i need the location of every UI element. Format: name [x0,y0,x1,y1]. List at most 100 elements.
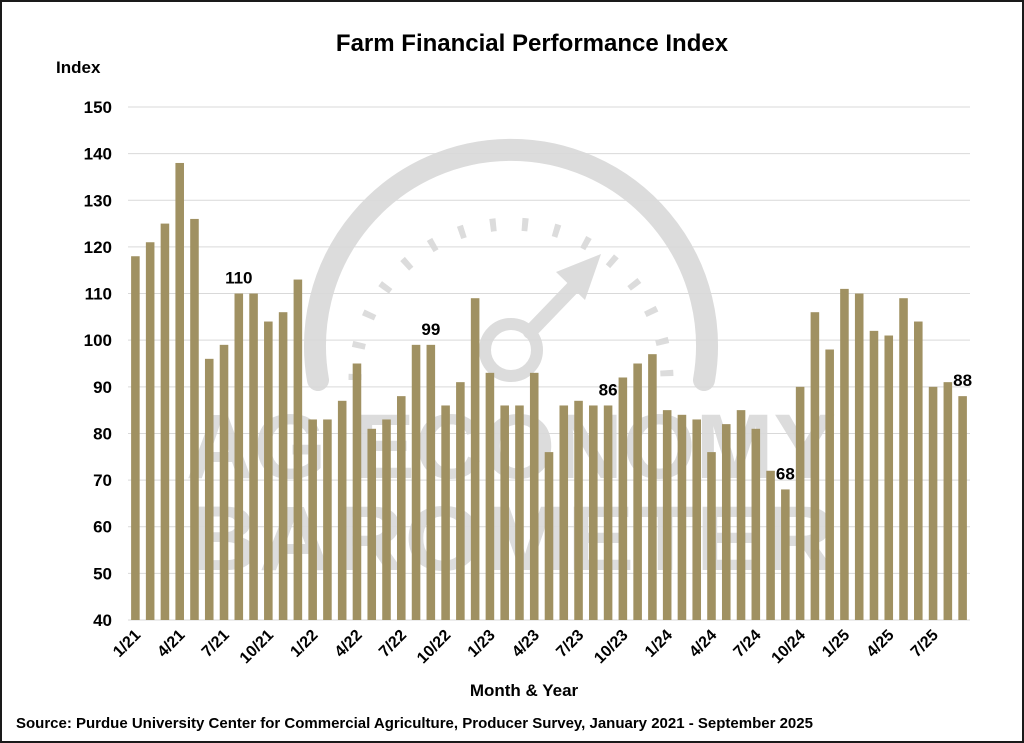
bar [840,288,849,620]
bar [781,489,790,620]
bar [293,279,303,620]
bar [751,428,761,620]
y-tick-label: 60 [93,518,112,537]
bar [396,396,406,620]
data-labels: 110 99 86 68 88 [225,269,972,484]
data-label: 68 [776,464,795,483]
data-label: 99 [421,320,440,339]
bar [574,400,583,620]
x-tick-label: 4/21 [154,627,188,661]
bar [308,419,317,620]
bar [426,344,436,620]
x-tick-label: 4/25 [864,627,898,661]
y-tick-label: 130 [84,191,112,210]
bar [633,363,642,620]
source-note: Source: Purdue University Center for Com… [16,715,813,732]
y-tick-label: 80 [93,424,112,443]
x-tick-label: 7/23 [553,627,587,661]
y-axis-label: Index [56,58,101,77]
bar [500,405,509,620]
x-tick-label: 1/22 [287,627,321,661]
bar [736,410,746,620]
bar [884,335,894,620]
x-tick-label: 4/24 [686,627,720,661]
bar [264,321,273,620]
data-label: 110 [225,269,252,288]
bar [234,293,244,620]
gauge-icon [304,138,718,391]
bar [160,223,170,620]
bar [219,344,229,620]
bar [721,424,731,620]
bar [411,344,421,620]
data-label: 88 [953,371,972,390]
bar [456,382,465,620]
x-tick-label: 7/24 [731,627,765,661]
y-tick-label: 70 [93,471,112,490]
bar [677,414,687,620]
x-tick-label: 7/21 [199,627,233,661]
bar [337,400,347,620]
x-axis-ticks: 1/21 4/21 7/21 10/21 1/22 4/22 7/22 10/22 1/23 4/… [110,627,942,667]
bar [825,349,834,620]
bar [854,293,864,620]
y-tick-label: 100 [84,331,112,350]
x-tick-label: 4/22 [332,627,366,661]
bar [367,428,377,620]
bar [249,293,258,620]
bar [914,321,923,620]
bar [190,218,199,620]
bar [766,470,775,620]
bar [692,419,702,620]
x-tick-label: 1/21 [110,627,144,661]
y-tick-label: 40 [93,611,112,630]
y-tick-label: 140 [84,145,112,164]
bar [441,405,450,620]
bar [958,396,967,620]
bar [145,242,155,620]
bar [928,386,938,620]
bar [529,372,539,620]
x-tick-label: 7/25 [908,627,942,661]
bar [869,330,879,620]
x-axis-label: Month & Year [470,681,579,700]
x-tick-label: 1/23 [465,627,499,661]
bar [943,382,953,620]
bar [470,298,480,620]
data-label: 86 [599,380,618,399]
y-tick-label: 120 [84,238,112,257]
bar [707,452,716,620]
x-tick-label: 4/23 [509,627,543,661]
x-tick-label: 10/24 [769,627,809,667]
x-tick-label: 1/24 [642,627,676,661]
bar [795,386,805,620]
bar [278,312,288,620]
bar [618,377,628,620]
bar [131,256,140,620]
bar [382,419,391,620]
bar [204,358,214,620]
bar [648,354,657,620]
chart-title: Farm Financial Performance Index [336,30,729,57]
x-tick-label: 10/21 [237,627,277,667]
bar [352,363,362,620]
bar [589,405,598,620]
x-tick-label: 10/23 [591,627,631,667]
bar [175,162,184,621]
bar [899,298,908,620]
bar [559,405,569,620]
bar [603,405,613,620]
bar [515,405,524,620]
y-tick-label: 50 [93,564,112,583]
x-tick-label: 7/22 [376,627,410,661]
y-tick-label: 90 [93,378,112,397]
bars [131,162,967,621]
x-tick-label: 10/22 [414,627,454,667]
bar [810,312,820,620]
x-tick-label: 1/25 [819,627,853,661]
bar [544,452,554,620]
bar [485,372,495,620]
bar [662,410,672,620]
bar [323,419,332,620]
